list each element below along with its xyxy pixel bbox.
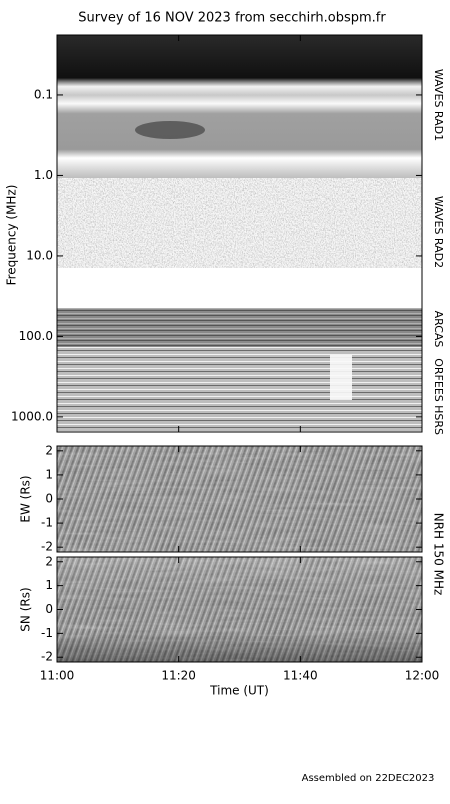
x-tick-label: 11:40 (283, 669, 318, 683)
band-label: WAVES RAD2 (432, 196, 445, 268)
x-tick-label: 11:20 (161, 669, 196, 683)
y-tick-label: -2 (41, 540, 53, 554)
y-axis-label: EW (Rs) (19, 475, 33, 522)
y-tick-label: 0.1 (34, 87, 53, 101)
band-label: WAVES RAD1 (432, 69, 445, 141)
spectrogram-image (57, 35, 422, 662)
y-axis-label: Frequency (MHz) (5, 185, 19, 286)
y-tick-label: 2 (45, 554, 53, 568)
y-tick-label: -2 (41, 650, 53, 664)
band-label: HSRS (432, 405, 445, 435)
y-tick-label: 1.0 (34, 168, 53, 182)
chart-title: Survey of 16 NOV 2023 from secchirh.obsp… (78, 11, 386, 26)
y-tick-label: 1 (45, 578, 53, 592)
y-tick-label: -1 (41, 516, 53, 530)
y-tick-label: 0 (45, 492, 53, 506)
y-axis-label: SN (Rs) (19, 587, 33, 631)
side-label: NRH 150 MHz (432, 513, 446, 596)
panel-frame (56, 34, 423, 433)
y-tick-label: 0 (45, 602, 53, 616)
y-tick-label: 10.0 (26, 248, 53, 262)
x-tick-label: 12:00 (405, 669, 440, 683)
y-tick-label: 100.0 (19, 329, 53, 343)
x-tick-label: 11:00 (40, 669, 75, 683)
footer: Assembled on 22DEC2023 (302, 773, 435, 784)
y-tick-label: 1 (45, 467, 53, 481)
y-tick-label: -1 (41, 626, 53, 640)
x-axis-label: Time (UT) (209, 684, 269, 698)
y-tick-label: 2 (45, 443, 53, 457)
y-tick-label: 1000.0 (11, 409, 53, 423)
band-label: ARCAS (432, 311, 445, 348)
band-label: ORFEES (432, 358, 445, 402)
